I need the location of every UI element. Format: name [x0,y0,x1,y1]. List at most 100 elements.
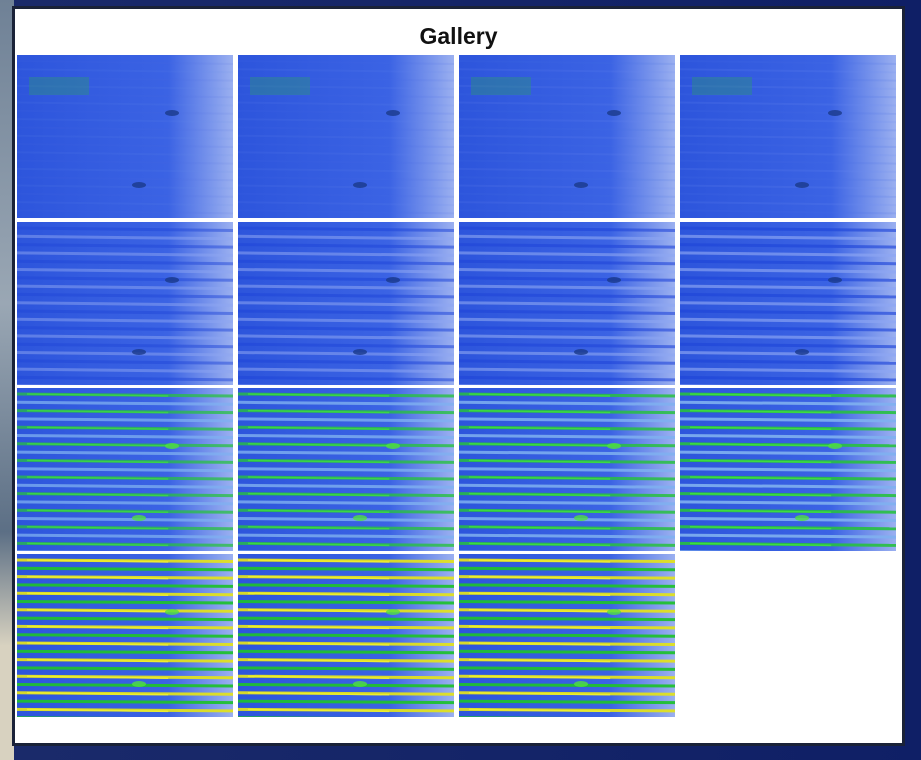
stripe [459,668,675,670]
stripe [17,635,233,637]
stripe [17,485,233,487]
spot [353,681,367,687]
stripe [17,436,233,438]
stripe [238,452,454,454]
thumbnail[interactable] [680,55,896,222]
stripe [459,436,675,438]
stripe [459,585,675,587]
stripe [17,618,233,620]
spot [574,182,588,188]
stripe [17,386,233,389]
thumbnail[interactable] [680,388,896,554]
spot [607,609,621,615]
stripe [17,452,233,454]
spot-cluster [471,77,531,95]
thumbnail[interactable] [17,554,233,719]
thumbnail-grid [0,0,921,760]
thumbnail[interactable] [459,55,675,222]
stripe [459,701,675,703]
stripe [459,718,675,720]
spot [165,277,179,283]
spot [607,277,621,283]
stripe [459,485,675,487]
stripe [17,651,233,653]
stripe [680,402,896,404]
stripe [680,436,896,438]
stripe [459,618,675,620]
stripe [238,535,454,537]
spot [795,515,809,521]
thumbnail[interactable] [238,554,454,719]
thumbnail[interactable] [238,388,454,554]
stripe [680,519,896,521]
spot [165,443,179,449]
spot [132,681,146,687]
thumbnail[interactable] [459,222,675,388]
spot [795,349,809,355]
stripe [459,602,675,604]
stripe [238,436,454,438]
stripe [459,402,675,404]
stripe [238,402,454,404]
stripe [238,568,454,570]
spot-cluster [29,77,89,95]
stripe [17,701,233,703]
stripe [459,419,675,421]
stripe [17,402,233,404]
spot [386,609,400,615]
spot [386,110,400,116]
thumbnail[interactable] [17,222,233,388]
stripe [459,552,675,554]
stripe [17,685,233,687]
stripe [238,552,454,554]
stripe [238,635,454,637]
spot [353,349,367,355]
spot [165,110,179,116]
thumbnail[interactable] [459,388,675,554]
stripe [17,668,233,670]
spot [165,609,179,615]
stripe [17,502,233,504]
stripe [459,535,675,537]
stripe [459,685,675,687]
spot [828,110,842,116]
stripe [459,651,675,653]
spot [795,182,809,188]
spot [386,277,400,283]
stripe [17,552,233,554]
thumbnail[interactable] [680,222,896,388]
stripe [680,535,896,537]
thumbnail[interactable] [238,55,454,222]
thumbnail[interactable] [459,554,675,719]
spot [386,443,400,449]
thumbnail[interactable] [238,222,454,388]
stripe [680,502,896,504]
stripe [17,718,233,720]
stripe [238,718,454,720]
thumbnail[interactable] [17,55,233,222]
stripe [17,519,233,521]
stripe [238,618,454,620]
stripe [680,485,896,487]
spot [574,515,588,521]
stripe [680,386,896,389]
stripe [459,469,675,471]
stripe [238,419,454,421]
stripe [17,469,233,471]
stripe [238,668,454,670]
spot [828,277,842,283]
stripe [459,568,675,570]
stripe [680,452,896,454]
stripe [238,502,454,504]
stripe [680,219,896,222]
stripe [17,419,233,421]
stripe [17,219,233,222]
thumbnail[interactable] [17,388,233,554]
desktop: Gallery (() => { const data = JSON.parse… [0,0,921,760]
spot [353,182,367,188]
stripe [459,452,675,454]
stripe [238,585,454,587]
stripe [238,651,454,653]
spot-cluster [250,77,310,95]
spot [607,443,621,449]
